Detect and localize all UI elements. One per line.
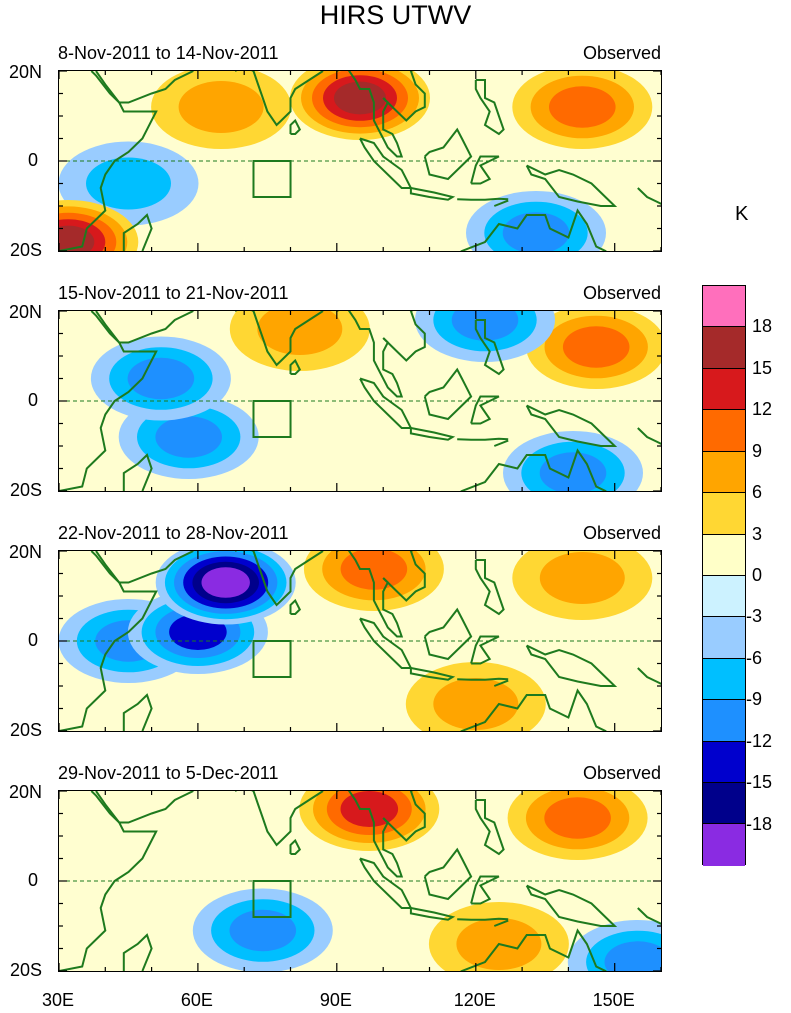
anomaly-contour bbox=[502, 212, 570, 251]
map-svg bbox=[59, 551, 661, 731]
anomaly-contour bbox=[549, 86, 616, 128]
colorbar-tick-label: 6 bbox=[752, 482, 763, 503]
colorbar-segment bbox=[703, 534, 745, 576]
anomaly-contour bbox=[539, 452, 607, 491]
lat-tick-label: 20S bbox=[9, 480, 42, 500]
panel-label-observed: Observed bbox=[582, 283, 661, 303]
anomaly-contour bbox=[201, 567, 250, 598]
anomaly-contour bbox=[257, 311, 343, 355]
lat-tick-label: 0 bbox=[27, 630, 38, 650]
colorbar-segment bbox=[703, 368, 745, 411]
panel-label-observed: Observed bbox=[582, 43, 661, 63]
anomaly-contour bbox=[604, 941, 661, 971]
panel-date-range: 15-Nov-2011 to 21-Nov-2011 bbox=[58, 283, 289, 303]
colorbar-segment bbox=[703, 410, 745, 452]
lat-tick-label: 20S bbox=[9, 240, 42, 260]
lat-tick-label: 20N bbox=[8, 302, 42, 322]
anomaly-contour bbox=[562, 326, 630, 368]
map-svg bbox=[59, 791, 661, 971]
colorbar-tick-label: -9 bbox=[746, 689, 763, 710]
coastlines bbox=[59, 71, 661, 251]
map-svg bbox=[59, 71, 661, 251]
colorbar-tick-label: -6 bbox=[746, 647, 763, 668]
lat-tick-label: 20N bbox=[8, 542, 42, 562]
lat-tick-label: 20S bbox=[9, 960, 42, 980]
lat-tick-label: 20N bbox=[8, 62, 42, 82]
anomaly-contour bbox=[433, 678, 519, 730]
panel-date-range: 29-Nov-2011 to 5-Dec-2011 bbox=[58, 763, 279, 783]
anomaly-contour bbox=[334, 81, 386, 115]
lon-tick-label: 90E bbox=[319, 990, 352, 1010]
anomaly-contour bbox=[86, 157, 171, 210]
anomaly-contour bbox=[229, 909, 297, 952]
colorbar-segment bbox=[703, 700, 745, 742]
colorbar-segment bbox=[703, 783, 745, 825]
colorbar-segment bbox=[703, 617, 745, 659]
colorbar-tick-label: 15 bbox=[752, 357, 773, 378]
map-panel bbox=[58, 790, 662, 972]
colorbar-tick-label: 9 bbox=[752, 440, 763, 461]
colorbar-segment bbox=[703, 575, 745, 618]
lat-tick-label: 20N bbox=[8, 782, 42, 802]
anomaly-contour bbox=[127, 357, 195, 400]
colorbar-tick-label: 0 bbox=[752, 565, 763, 585]
panel-label-observed: Observed bbox=[582, 763, 661, 783]
figure-title: HIRS UTWV bbox=[319, 0, 472, 30]
panel-label-observed: Observed bbox=[582, 523, 661, 543]
lon-tick-label: 60E bbox=[180, 990, 213, 1010]
anomaly-contour bbox=[340, 551, 408, 590]
colorbar-segment bbox=[703, 493, 745, 535]
anomaly-contour bbox=[178, 81, 264, 133]
colorbar-tick-label: -12 bbox=[746, 730, 773, 751]
lat-tick-label: 20S bbox=[9, 720, 42, 740]
map-panel bbox=[58, 550, 662, 732]
colorbar-tick-label: 12 bbox=[752, 399, 773, 420]
colorbar-segment bbox=[703, 741, 745, 784]
lon-tick-label: 150E bbox=[592, 990, 635, 1010]
map-svg bbox=[59, 311, 661, 491]
anomaly-contour bbox=[539, 552, 625, 604]
colorbar-segment bbox=[703, 327, 745, 369]
lon-tick-label: 120E bbox=[453, 990, 496, 1010]
index-box bbox=[252, 880, 292, 918]
panel-date-range: 8-Nov-2011 to 14-Nov-2011 bbox=[58, 43, 279, 63]
map-panel bbox=[58, 310, 662, 492]
anomaly-contour bbox=[155, 416, 222, 458]
index-box bbox=[252, 640, 292, 678]
index-box bbox=[252, 400, 292, 438]
colorbar-segment bbox=[703, 286, 745, 328]
colorbar-tick-label: 18 bbox=[752, 316, 773, 337]
lat-tick-label: 0 bbox=[27, 150, 38, 170]
index-box bbox=[252, 160, 292, 198]
colorbar-unit: K bbox=[735, 203, 749, 225]
anomaly-contour bbox=[544, 797, 611, 839]
colorbar bbox=[702, 285, 746, 866]
colorbar-tick-label: -15 bbox=[746, 772, 773, 793]
colorbar-tick-label: 3 bbox=[752, 523, 763, 544]
coastlines bbox=[59, 311, 661, 491]
colorbar-segment bbox=[703, 451, 745, 494]
coastlines bbox=[59, 791, 661, 971]
colorbar-tick-label: -3 bbox=[746, 606, 763, 627]
coastlines bbox=[59, 551, 661, 731]
colorbar-segment bbox=[703, 658, 745, 701]
colorbar-tick-label: -18 bbox=[746, 813, 773, 834]
map-panel bbox=[58, 70, 662, 252]
lat-tick-label: 0 bbox=[27, 870, 38, 890]
lat-tick-label: 0 bbox=[27, 390, 38, 410]
panel-date-range: 22-Nov-2011 to 28-Nov-2011 bbox=[58, 523, 289, 543]
colorbar-segment bbox=[703, 824, 745, 866]
lon-tick-label: 30E bbox=[41, 990, 75, 1010]
